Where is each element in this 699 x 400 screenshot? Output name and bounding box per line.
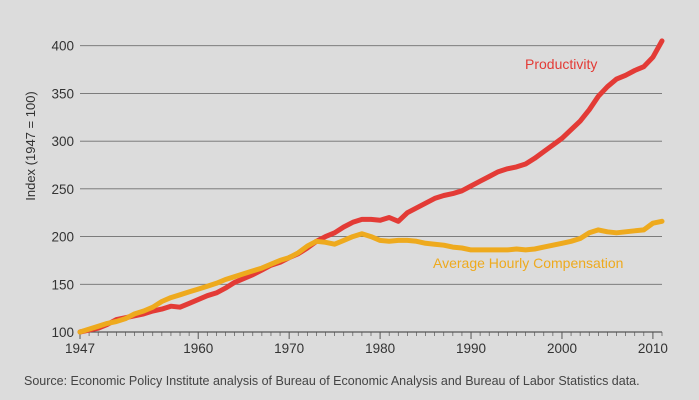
x-tick-label: 2000 bbox=[547, 341, 577, 356]
y-axis: 100 150 200 250 300 350 400 bbox=[51, 39, 74, 340]
series-line-productivity bbox=[77, 38, 665, 335]
x-tick-label: 1990 bbox=[456, 341, 486, 356]
x-tick-label: 1980 bbox=[365, 341, 395, 356]
x-tick-label: 1970 bbox=[274, 341, 304, 356]
y-tick-label: 300 bbox=[51, 134, 74, 149]
series-lines bbox=[77, 38, 665, 335]
y-tick-label: 350 bbox=[51, 86, 74, 101]
y-tick-label: 400 bbox=[51, 39, 74, 54]
annotations: Productivity Average Hourly Compensation bbox=[433, 56, 623, 271]
series-label: Productivity bbox=[525, 56, 597, 72]
y-tick-label: 100 bbox=[51, 325, 74, 340]
series-line-compensation bbox=[77, 218, 665, 335]
gridlines bbox=[80, 45, 662, 333]
y-axis-label: Index (1947 = 100) bbox=[23, 91, 38, 201]
series-label: Average Hourly Compensation bbox=[433, 255, 623, 271]
x-tick-label: 1960 bbox=[183, 341, 213, 356]
source-note: Source: Economic Policy Institute analys… bbox=[24, 374, 640, 388]
x-axis: 1947 1960 1970 1980 1990 2000 2010 bbox=[65, 332, 668, 356]
y-tick-label: 250 bbox=[51, 182, 74, 197]
y-tick-label: 200 bbox=[51, 230, 74, 245]
x-tick-label: 1947 bbox=[65, 341, 95, 356]
y-tick-label: 150 bbox=[51, 277, 74, 292]
x-tick-label: 2010 bbox=[638, 341, 668, 356]
